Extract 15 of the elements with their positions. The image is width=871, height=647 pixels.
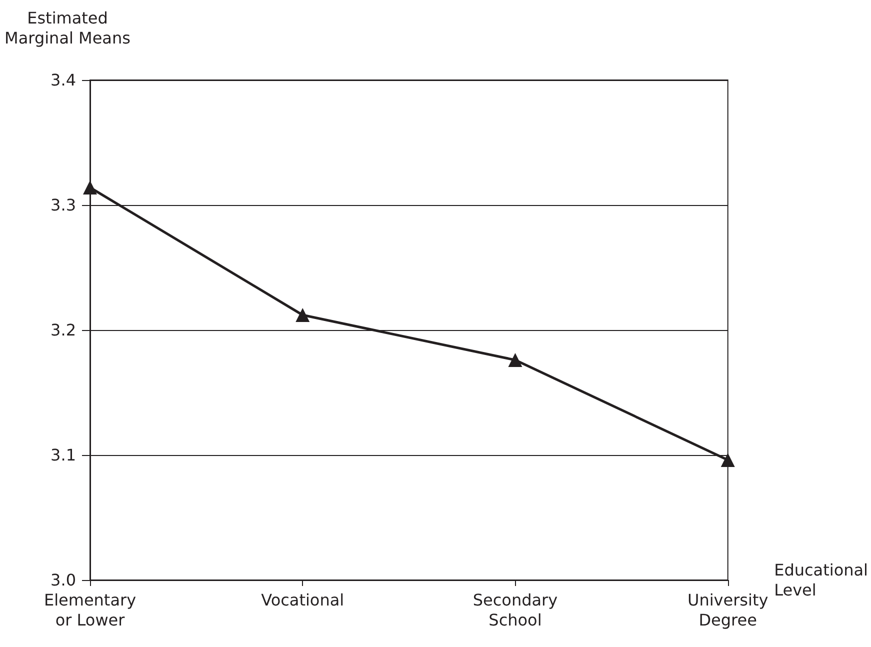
y-tick-label: 3.1 — [50, 446, 76, 464]
point — [508, 353, 522, 367]
point — [83, 180, 97, 194]
x-axis-title: Educational Level — [774, 560, 868, 600]
y-tick-label: 3.2 — [50, 320, 76, 340]
x-tick-label: University Degree — [687, 590, 768, 630]
x-tick-label: Vocational — [261, 590, 344, 610]
y-tick-label: 3.3 — [50, 196, 76, 214]
y-axis-title: Estimated Marginal Means — [4, 8, 130, 48]
x-tick-label: Elementary or Lower — [44, 590, 136, 630]
y-tick-label: 3.4 — [50, 70, 76, 90]
y-tick-label: 3.0 — [50, 570, 76, 590]
point — [296, 308, 310, 322]
x-tick-label: Secondary School — [472, 590, 558, 630]
point — [720, 453, 735, 467]
